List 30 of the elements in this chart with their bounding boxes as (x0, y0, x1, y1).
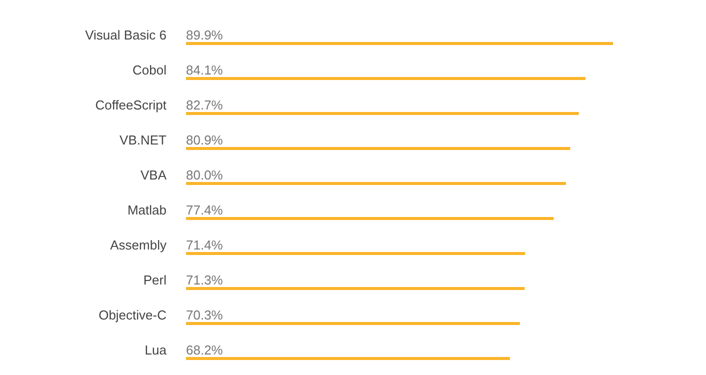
data-label: 84.1% (186, 62, 224, 78)
data-label: 71.4% (186, 238, 224, 252)
data-label: 70.3% (186, 308, 224, 322)
bar (186, 182, 566, 185)
bar (186, 217, 554, 220)
data-label: 82.7% (186, 98, 224, 112)
y-tick-label: Matlab (127, 202, 166, 218)
data-label: 71.3% (186, 272, 224, 288)
y-tick-label: Objective-C (98, 308, 166, 322)
bar (186, 147, 570, 150)
bar (186, 77, 586, 80)
bar (186, 357, 510, 360)
y-tick-label: Perl (143, 272, 167, 288)
data-label: 77.4% (186, 202, 224, 218)
data-label: 80.9% (186, 132, 224, 148)
bar (186, 322, 520, 325)
bar (186, 112, 579, 115)
data-label: 68.2% (186, 342, 224, 358)
y-tick-label: VBA (140, 168, 167, 182)
data-label: 80.0% (186, 168, 224, 182)
bar (186, 252, 526, 255)
y-tick-label: Cobol (132, 62, 167, 78)
y-tick-label: Assembly (110, 238, 167, 252)
y-tick-label: CoffeeScript (95, 98, 167, 112)
y-tick-label: VB.NET (120, 132, 167, 148)
data-label: 89.9% (186, 28, 224, 42)
y-tick-label: Lua (144, 342, 168, 358)
bar (186, 287, 525, 290)
bar (186, 42, 613, 45)
y-tick-label: Visual Basic 6 (85, 28, 166, 42)
